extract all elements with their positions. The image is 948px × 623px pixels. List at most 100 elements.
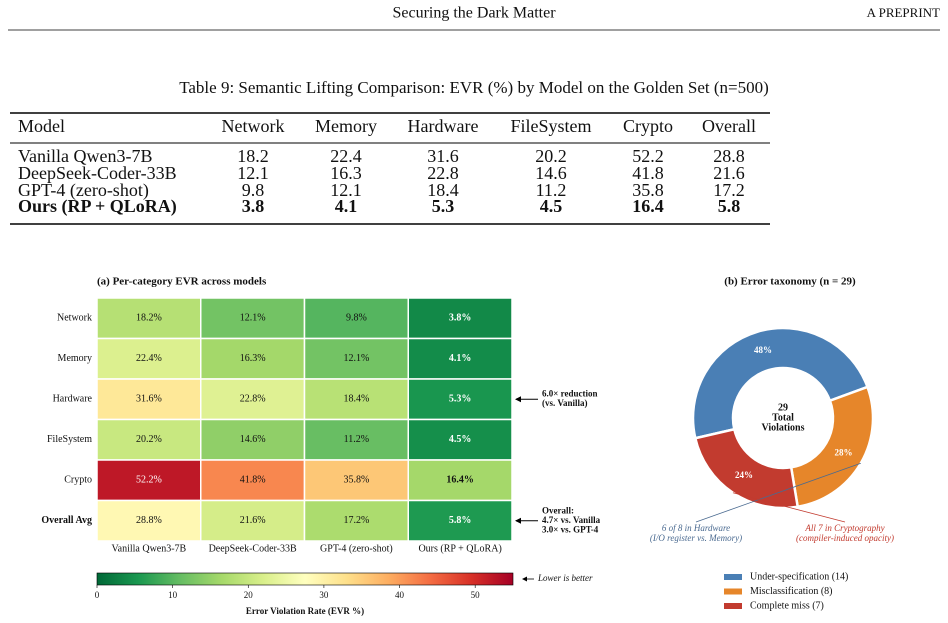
center-text: 29	[778, 402, 788, 413]
center-text: Violations	[762, 422, 805, 433]
table-header: Memory	[315, 116, 377, 136]
table-cell: 22.8	[427, 163, 459, 183]
running-right: A PREPRINT	[867, 5, 940, 20]
legend-swatch	[724, 603, 742, 609]
heatmap-cell	[303, 459, 409, 502]
heatmap-cell	[303, 378, 409, 421]
table-cell: 14.6	[535, 163, 567, 183]
table-cell: Ours (RP + QLoRA)	[18, 196, 177, 217]
table-cell: Vanilla Qwen3-7B	[18, 146, 152, 166]
table-cell: 17.2	[713, 180, 745, 200]
colorbar-note: Lower is better	[537, 573, 593, 583]
annotation: (I/O register vs. Memory)	[650, 533, 742, 543]
center-text: Total	[772, 412, 794, 423]
annotation: 3.0× vs. GPT-4	[542, 524, 599, 534]
table-cell: 35.8	[632, 180, 664, 200]
heatmap-cell	[407, 378, 513, 421]
annotation: (vs. Vanilla)	[542, 398, 588, 408]
cell-label: 22.8%	[240, 394, 266, 405]
donut-wedge	[693, 427, 800, 510]
table-header: FileSystem	[510, 116, 591, 136]
cell-label: 35.8%	[343, 475, 369, 486]
table-cell: 21.6	[713, 163, 745, 183]
table-cell: 18.2	[237, 146, 269, 166]
table-cell: 9.8	[242, 180, 265, 200]
heatmap-cell	[200, 499, 306, 542]
colorbar-tick-label: 30	[319, 590, 329, 600]
table-cell: GPT-4 (zero-shot)	[18, 180, 149, 201]
legend-label: Complete miss (7)	[750, 600, 824, 611]
y-tick-label: Memory	[58, 353, 92, 364]
legend-swatch	[724, 574, 742, 580]
cell-label: 12.1%	[343, 353, 369, 364]
table-cell: 12.1	[237, 163, 269, 183]
table-header: Hardware	[408, 116, 479, 136]
cell-label: 5.8%	[449, 515, 472, 526]
heatmap-cell	[303, 337, 409, 380]
wedge-label: 48%	[754, 345, 772, 355]
cell-label: 41.8%	[240, 475, 266, 486]
colorbar-tick-label: 20	[244, 590, 254, 600]
annotation: Overall:	[542, 505, 574, 515]
cell-label: 28.8%	[136, 515, 162, 526]
legend-swatch	[724, 588, 742, 595]
y-tick-label: Hardware	[53, 394, 93, 405]
table-cell: 12.1	[330, 180, 362, 200]
colorbar-tick-label: 50	[471, 590, 481, 600]
cell-label: 3.8%	[449, 313, 472, 324]
table-cell: 22.4	[330, 146, 362, 166]
cell-label: 22.4%	[136, 353, 162, 364]
table-header: Network	[222, 116, 285, 136]
cell-label: 14.6%	[240, 434, 266, 445]
cell-label: 18.2%	[136, 313, 162, 324]
heatmap-cell	[96, 337, 202, 380]
cell-label: 20.2%	[136, 434, 162, 445]
cell-label: 4.5%	[449, 434, 472, 445]
wedge-label: 28%	[834, 447, 852, 457]
table-cell: 28.8	[713, 146, 745, 166]
arrow-head	[522, 576, 527, 582]
heatmap-cell	[96, 418, 202, 461]
y-tick-label: Crypto	[64, 475, 92, 486]
table-cell: DeepSeek-Coder-33B	[18, 163, 177, 183]
cell-label: 9.8%	[346, 313, 367, 324]
heatmap-cell	[407, 337, 513, 380]
table-cell: 20.2	[535, 146, 567, 166]
table-cell: 4.5	[540, 196, 563, 216]
chart-title: (b) Error taxonomy (n = 29)	[724, 276, 856, 288]
colorbar-label: Error Violation Rate (EVR %)	[246, 606, 364, 616]
annotation-line	[732, 492, 846, 523]
y-tick-label: Overall Avg	[41, 515, 92, 526]
table-cell: 52.2	[632, 146, 664, 166]
table-cell: 4.1	[335, 196, 358, 216]
table-cell: 16.3	[330, 163, 362, 183]
cell-label: 21.6%	[240, 515, 266, 526]
cell-label: 52.2%	[136, 475, 162, 486]
legend-label: Under-specification (14)	[750, 571, 848, 582]
arrow-head	[515, 517, 521, 524]
cell-label: 12.1%	[240, 313, 266, 324]
table-cell: 5.8	[718, 196, 741, 216]
annotation: 6 of 8 in Hardware	[662, 523, 730, 533]
table-cell: 31.6	[427, 146, 459, 166]
heatmap-cell	[200, 459, 306, 502]
x-tick-label: Vanilla Qwen3-7B	[112, 543, 187, 554]
heatmap-cell	[407, 499, 513, 542]
table-header: Overall	[702, 116, 756, 136]
heatmap-cell	[96, 297, 202, 340]
heatmap-cell	[200, 378, 306, 421]
cell-label: 5.3%	[449, 394, 472, 405]
heatmap-cell	[303, 297, 409, 340]
annotation-line	[695, 462, 861, 523]
arrow-head	[515, 396, 521, 403]
x-tick-label: Ours (RP + QLoRA)	[418, 543, 501, 554]
cell-label: 18.4%	[343, 394, 369, 405]
annotation: All 7 in Cryptography	[804, 523, 884, 533]
cell-label: 31.6%	[136, 394, 162, 405]
cell-label: 4.1%	[449, 353, 472, 364]
donut-wedge	[691, 326, 870, 440]
annotation: 4.7× vs. Vanilla	[542, 515, 601, 525]
table-cell: 41.8	[632, 163, 664, 183]
table-header: Model	[18, 116, 65, 136]
